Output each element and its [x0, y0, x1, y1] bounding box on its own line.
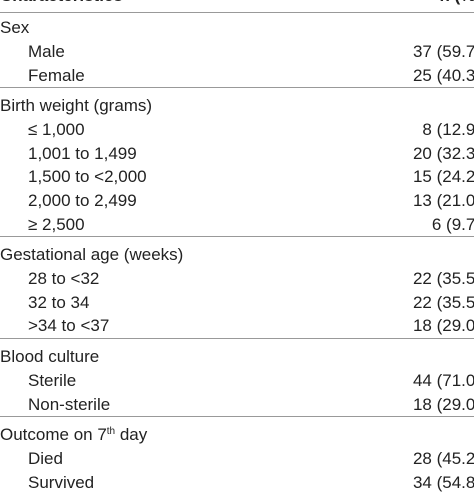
group-rule — [0, 87, 474, 89]
group-label-text: Outcome on 7 — [0, 425, 107, 445]
row-value: 22 (35.5) — [412, 269, 474, 289]
group-rule — [0, 236, 474, 238]
row-label: Female — [28, 65, 85, 85]
row-value: 37 (59.7) — [412, 42, 474, 61]
row-value: 25 (40.3) — [412, 65, 474, 85]
group-label-text: Gestational age (weeks) — [0, 245, 184, 265]
row-label: 1,001 to 1,499 — [28, 143, 137, 163]
header-rule — [0, 12, 474, 13]
group-label-text: Birth weight (grams) — [0, 96, 153, 116]
row-label: Non-sterile — [28, 394, 111, 414]
row-label: Sterile — [28, 371, 77, 390]
row-value: 28 (45.2) — [412, 449, 474, 469]
group-rule — [0, 338, 474, 339]
group-label: Blood culture — [0, 347, 99, 367]
row-label: >34 to <37 — [28, 316, 110, 336]
row-value: 22 (35.5) — [412, 292, 474, 312]
row-value: 15 (24.2) — [412, 167, 474, 187]
group-label-sup: th — [106, 426, 116, 438]
row-value: 44 (71.0) — [412, 371, 474, 390]
group-label: Birth weight (grams) — [0, 96, 152, 116]
group-label: Outcome on 7th day — [0, 425, 147, 445]
row-label: 32 to 34 — [28, 292, 90, 312]
row-label: 2,000 to 2,499 — [28, 191, 137, 210]
header-label: Characteristics — [0, 0, 123, 6]
header-value: n (%) — [439, 0, 474, 6]
group-label-text: Sex — [0, 18, 30, 37]
row-label: 28 to <32 — [28, 269, 100, 289]
row-label: 1,500 to <2,000 — [28, 167, 147, 187]
row-value: 18 (29.0) — [412, 316, 474, 336]
row-label: ≤ 1,000 — [28, 120, 85, 140]
group-rule — [0, 416, 474, 418]
group-label: Sex — [0, 18, 29, 38]
row-label: Died — [28, 449, 63, 469]
row-value: 13 (21.0) — [412, 191, 474, 210]
group-label: Gestational age (weeks) — [0, 245, 183, 265]
group-label-text: Blood culture — [0, 347, 100, 366]
row-value: 20 (32.3) — [412, 143, 474, 163]
row-value: 18 (29.0) — [412, 394, 474, 414]
row-value: 6 (9.7) — [431, 214, 474, 234]
row-value: 8 (12.9) — [422, 120, 474, 140]
row-label: ≥ 2,500 — [28, 214, 85, 234]
row-label: Survived — [28, 472, 95, 492]
group-label-end: day — [115, 425, 148, 445]
row-label: Male — [28, 42, 65, 61]
row-value: 34 (54.8) — [412, 472, 474, 492]
